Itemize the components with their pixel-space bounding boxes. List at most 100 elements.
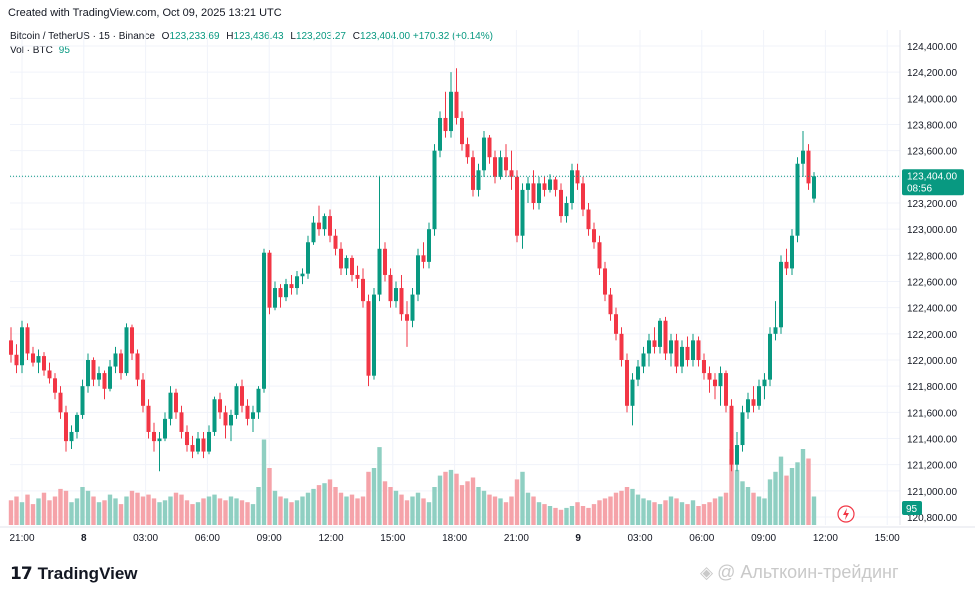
candle-body[interactable] xyxy=(619,333,624,360)
candle-body[interactable] xyxy=(779,261,783,328)
candle-body[interactable] xyxy=(212,399,217,432)
candle-body[interactable] xyxy=(119,353,123,374)
candle-body[interactable] xyxy=(724,373,728,406)
candle-body[interactable] xyxy=(53,378,57,393)
candle-body[interactable] xyxy=(586,209,591,230)
candle-body[interactable] xyxy=(581,183,585,210)
flash-icon[interactable] xyxy=(837,505,855,523)
candle-body[interactable] xyxy=(223,412,228,426)
candle-body[interactable] xyxy=(350,257,354,275)
candle-body[interactable] xyxy=(91,360,96,380)
candle-body[interactable] xyxy=(740,412,745,446)
candle-body[interactable] xyxy=(251,412,255,419)
candle-body[interactable] xyxy=(300,273,305,277)
candle-body[interactable] xyxy=(152,431,156,442)
candle-body[interactable] xyxy=(388,274,393,302)
candle-body[interactable] xyxy=(762,379,767,387)
candle-body[interactable] xyxy=(553,179,558,190)
candle-body[interactable] xyxy=(729,405,734,465)
candle-body[interactable] xyxy=(427,229,431,262)
candle-body[interactable] xyxy=(421,255,426,262)
candle-body[interactable] xyxy=(438,117,442,151)
time-axis[interactable]: 21:00 8 03:00 06:00 09:00 12:00 15:00 18:00 21:0… xyxy=(0,526,975,544)
candle-body[interactable] xyxy=(185,431,189,446)
candle-body[interactable] xyxy=(735,445,739,465)
candle-body[interactable] xyxy=(130,327,134,354)
candle-body[interactable] xyxy=(630,379,635,406)
candle-body[interactable] xyxy=(344,257,349,269)
candle-body[interactable] xyxy=(58,392,63,413)
candle-body[interactable] xyxy=(25,327,30,354)
candle-body[interactable] xyxy=(267,252,272,308)
candle-body[interactable] xyxy=(361,278,365,302)
candle-body[interactable] xyxy=(718,373,723,387)
candle-body[interactable] xyxy=(64,412,68,442)
candle-body[interactable] xyxy=(504,157,508,171)
candle-body[interactable] xyxy=(102,373,107,389)
candle-body[interactable] xyxy=(394,288,398,302)
candle-body[interactable] xyxy=(476,170,481,190)
candle-body[interactable] xyxy=(559,189,563,217)
candle-body[interactable] xyxy=(333,235,338,249)
candle-body[interactable] xyxy=(806,150,811,184)
candle-body[interactable] xyxy=(603,268,607,295)
candle-body[interactable] xyxy=(669,340,673,354)
candle-body[interactable] xyxy=(647,340,651,354)
candle-body[interactable] xyxy=(795,163,800,236)
candle-body[interactable] xyxy=(575,170,580,184)
candle-body[interactable] xyxy=(317,222,321,230)
candle-body[interactable] xyxy=(482,137,486,171)
candle-body[interactable] xyxy=(768,333,772,380)
candle-body[interactable] xyxy=(520,189,525,236)
candle-body[interactable] xyxy=(135,353,140,380)
candle-body[interactable] xyxy=(256,388,261,413)
candle-body[interactable] xyxy=(663,320,668,354)
candle-body[interactable] xyxy=(366,301,371,376)
candle-body[interactable] xyxy=(526,183,530,190)
candles[interactable] xyxy=(9,68,816,472)
candle-body[interactable] xyxy=(691,340,695,360)
candle-body[interactable] xyxy=(570,170,574,203)
volume-label[interactable]: Vol · BTC xyxy=(10,45,53,56)
candle-body[interactable] xyxy=(696,340,701,360)
candle-body[interactable] xyxy=(509,170,514,177)
candle-body[interactable] xyxy=(124,327,129,374)
candle-body[interactable] xyxy=(86,360,90,387)
candle-body[interactable] xyxy=(262,252,266,389)
candle-body[interactable] xyxy=(443,117,448,132)
candle-body[interactable] xyxy=(432,150,437,230)
candle-body[interactable] xyxy=(157,438,162,442)
candle-body[interactable] xyxy=(377,248,382,295)
candle-body[interactable] xyxy=(751,399,756,406)
candle-body[interactable] xyxy=(652,340,657,347)
candle-body[interactable] xyxy=(163,418,167,439)
candle-body[interactable] xyxy=(531,183,536,203)
candle-body[interactable] xyxy=(790,235,794,269)
candle-body[interactable] xyxy=(47,370,52,379)
tradingview-logo[interactable]: 17 TradingView xyxy=(10,564,138,584)
symbol-name[interactable]: Bitcoin / TetherUS · 15 · Binance xyxy=(10,31,155,42)
candle-body[interactable] xyxy=(36,356,41,363)
candle-body[interactable] xyxy=(179,412,184,432)
candle-body[interactable] xyxy=(196,438,200,452)
candle-body[interactable] xyxy=(383,248,387,275)
candle-body[interactable] xyxy=(42,356,46,371)
candle-body[interactable] xyxy=(295,276,299,289)
candle-body[interactable] xyxy=(174,392,178,413)
candle-body[interactable] xyxy=(515,176,519,236)
candle-body[interactable] xyxy=(784,261,789,269)
candle-body[interactable] xyxy=(201,438,206,452)
candle-body[interactable] xyxy=(14,354,19,366)
candle-body[interactable] xyxy=(713,379,717,387)
candle-body[interactable] xyxy=(9,340,13,355)
candle-body[interactable] xyxy=(31,353,35,363)
candle-body[interactable] xyxy=(311,222,316,243)
candle-body[interactable] xyxy=(812,176,816,199)
candle-body[interactable] xyxy=(218,399,222,413)
candle-body[interactable] xyxy=(597,242,602,269)
candle-body[interactable] xyxy=(80,386,85,415)
candle-body[interactable] xyxy=(306,242,310,274)
candle-body[interactable] xyxy=(625,360,629,406)
candle-body[interactable] xyxy=(278,288,283,298)
